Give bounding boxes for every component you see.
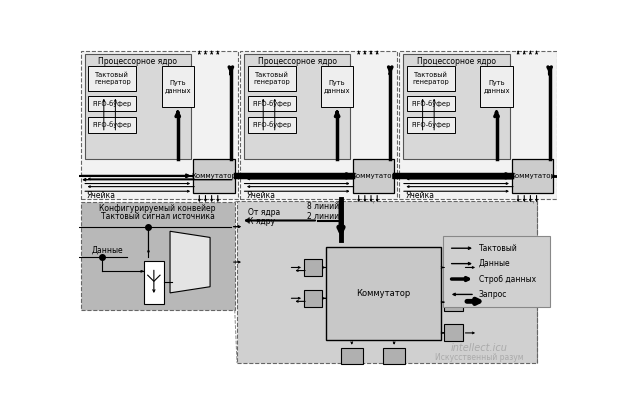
Bar	[237, 201, 537, 363]
Bar	[248, 66, 296, 91]
Bar	[248, 96, 296, 111]
Bar	[404, 54, 510, 159]
Text: 2 линии: 2 линии	[307, 212, 339, 221]
Text: Искусственный разум: Искусственный разум	[435, 353, 524, 362]
Text: Процессорное ядро: Процессорное ядро	[417, 57, 496, 66]
Text: Конфигурируемый конвейер: Конфигурируемый конвейер	[99, 204, 216, 214]
Text: Данные: Данные	[91, 246, 123, 255]
Text: Коммутатор: Коммутатор	[351, 173, 396, 179]
Bar	[84, 54, 191, 159]
Text: От ядра: От ядра	[248, 207, 280, 216]
Bar	[244, 54, 350, 159]
Text: FIFO-буфер: FIFO-буфер	[252, 121, 291, 128]
Bar	[512, 159, 553, 193]
Text: FIFO-буфер: FIFO-буфер	[252, 100, 291, 107]
Bar	[443, 236, 550, 307]
Bar	[88, 66, 136, 91]
Bar	[193, 159, 235, 193]
Text: Тактовый
генератор: Тактовый генератор	[94, 72, 130, 85]
Bar	[444, 259, 463, 276]
Bar	[325, 247, 441, 340]
Bar	[444, 325, 463, 342]
Bar	[399, 51, 556, 199]
Text: Тактовый сигнал источника: Тактовый сигнал источника	[101, 212, 215, 221]
Text: Строб данных: Строб данных	[479, 275, 536, 283]
Text: FIFO-буфер: FIFO-буфер	[93, 121, 132, 128]
Text: Процессорное ядро: Процессорное ядро	[258, 57, 337, 66]
Text: FIFO-буфер: FIFO-буфер	[412, 121, 451, 128]
Text: Путь
данных: Путь данных	[483, 80, 510, 93]
Bar	[341, 348, 363, 365]
Bar	[353, 159, 394, 193]
Text: FIFO-буфер: FIFO-буфер	[93, 100, 132, 107]
Text: Коммутатор: Коммутатор	[510, 173, 555, 179]
Bar	[304, 259, 322, 276]
Text: Тактовый: Тактовый	[479, 244, 517, 253]
Text: Путь
данных: Путь данных	[324, 80, 350, 93]
Text: FIFO-буфер: FIFO-буфер	[412, 100, 451, 107]
Bar	[304, 290, 322, 307]
Text: К ядру: К ядру	[248, 217, 275, 226]
Polygon shape	[170, 231, 210, 293]
Bar	[481, 66, 513, 107]
Bar	[407, 96, 455, 111]
Text: Ячейка: Ячейка	[406, 190, 435, 199]
Text: Коммутатор: Коммутатор	[191, 173, 237, 179]
Bar	[407, 66, 455, 91]
Text: Ячейка: Ячейка	[247, 190, 275, 199]
Text: Путь
данных: Путь данных	[165, 80, 191, 93]
Text: Процессорное ядро: Процессорное ядро	[98, 57, 177, 66]
Text: intellect.icu: intellect.icu	[451, 343, 508, 353]
Bar	[407, 117, 455, 133]
Text: Данные: Данные	[479, 259, 510, 268]
Bar	[81, 202, 235, 310]
Text: Тактовый
генератор: Тактовый генератор	[413, 72, 450, 85]
Bar	[444, 294, 463, 311]
Bar	[161, 66, 194, 107]
Text: 8 линий: 8 линий	[307, 202, 339, 211]
Text: Ячейка: Ячейка	[87, 190, 116, 199]
Text: Тактовый
генератор: Тактовый генератор	[253, 72, 290, 85]
Bar	[81, 51, 238, 199]
Bar	[88, 96, 136, 111]
Text: Запрос: Запрос	[479, 290, 507, 299]
Bar	[383, 348, 405, 365]
Bar	[248, 117, 296, 133]
Bar	[321, 66, 353, 107]
Bar	[88, 117, 136, 133]
Bar	[240, 51, 397, 199]
Text: Коммутатор: Коммутатор	[356, 289, 410, 298]
Bar	[144, 261, 164, 304]
